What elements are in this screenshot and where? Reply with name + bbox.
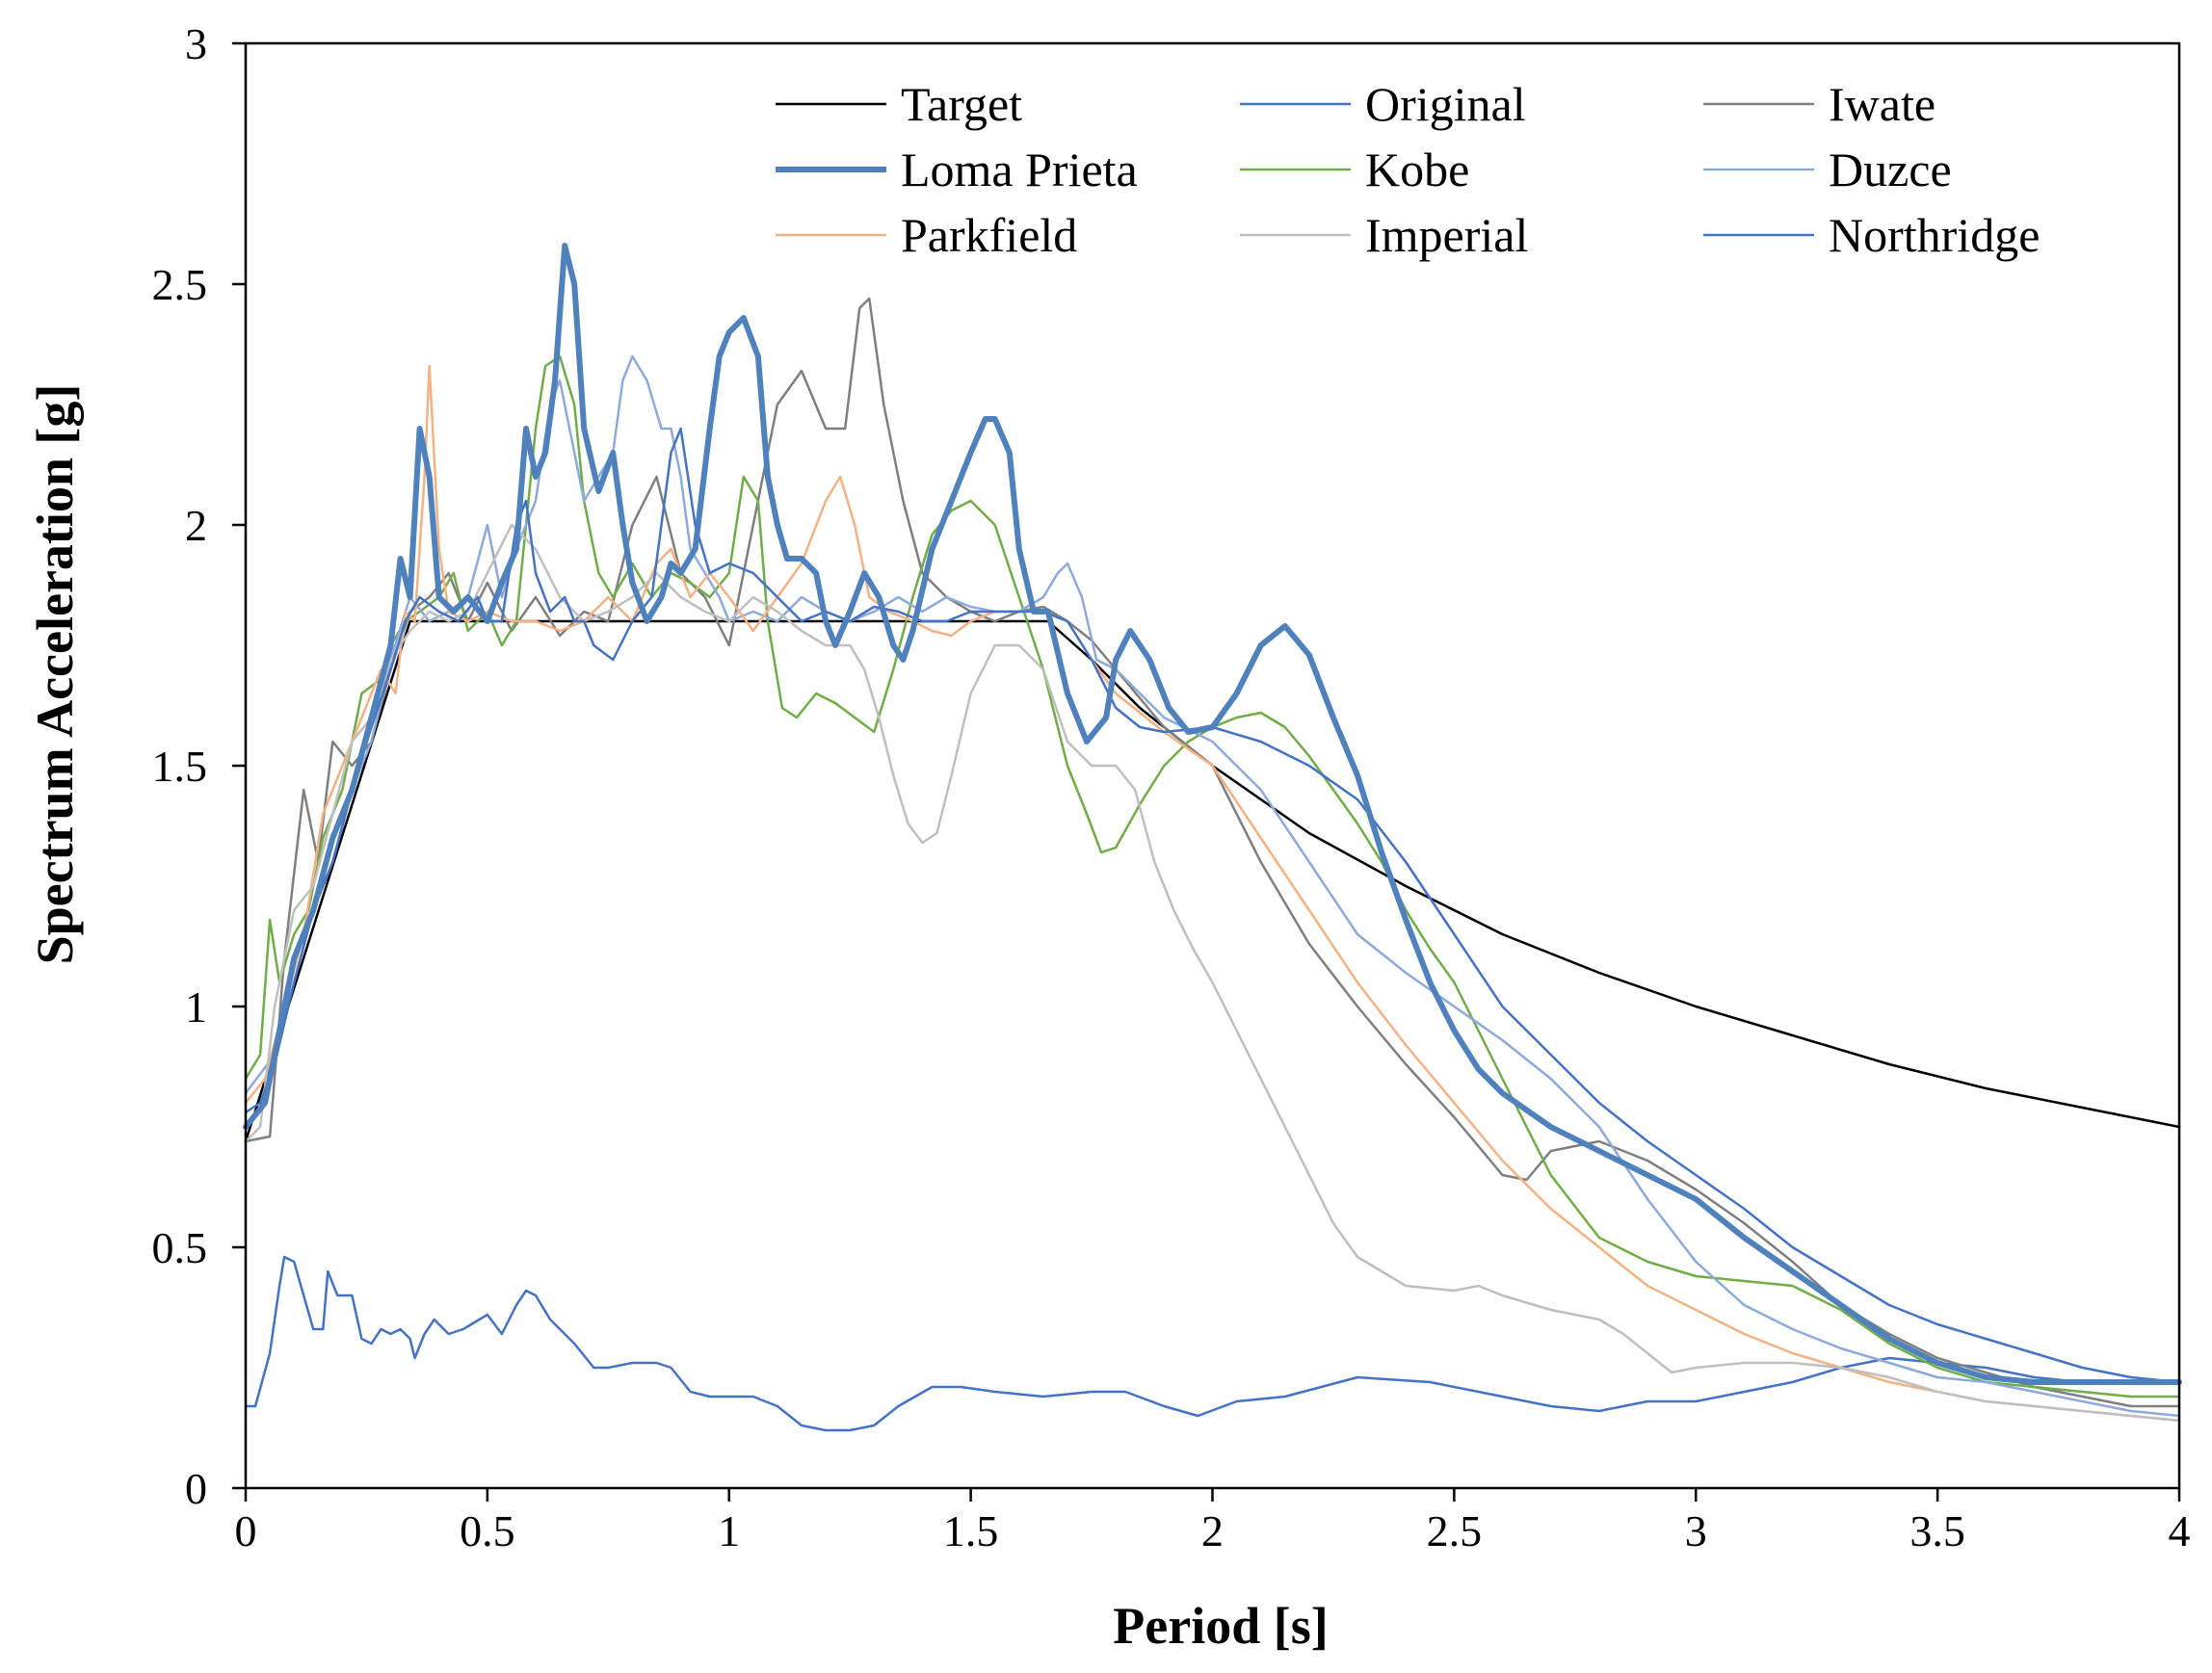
legend-label-northridge: Northridge [1829, 208, 2040, 262]
legend-label-target: Target [901, 77, 1022, 131]
legend: Target Original Iwate Loma Prieta Kobe Duzce P… [776, 77, 2040, 262]
ticks-layer: 0 0.5 1 1.5 2 2.5 3 3.5 4 0 0.5 1 1.5 2 2.5 3 [152, 19, 2191, 1555]
y-tick-label: 2 [185, 501, 207, 550]
legend-label-kobe: Kobe [1365, 143, 1469, 196]
series-layer [243, 243, 2182, 1432]
series-line-iwate [244, 297, 2181, 1408]
x-tick-label: 0.5 [460, 1506, 515, 1555]
series-line-loma-prieta [243, 243, 2182, 1385]
x-tick-label: 2.5 [1427, 1506, 1483, 1555]
x-tick-label: 4 [2169, 1506, 2191, 1555]
legend-label-duzce: Duzce [1829, 143, 1952, 196]
y-tick-label: 2.5 [152, 260, 208, 309]
x-tick-label: 1 [718, 1506, 740, 1555]
x-tick-label: 3.5 [1909, 1506, 1965, 1555]
legend-label-original: Original [1365, 77, 1526, 131]
x-tick-label: 2 [1201, 1506, 1224, 1555]
x-tick-label: 0 [235, 1506, 257, 1555]
y-tick-label: 1.5 [152, 742, 208, 791]
series-line-original [244, 1255, 2181, 1432]
x-tick-label: 1.5 [943, 1506, 999, 1555]
x-axis-title: Period [s] [1113, 1597, 1328, 1655]
legend-label-parkfield: Parkfield [901, 208, 1077, 262]
y-tick-label: 3 [185, 19, 207, 68]
series-line-target [244, 619, 2181, 1143]
y-tick-label: 0.5 [152, 1223, 208, 1272]
legend-label-iwate: Iwate [1829, 77, 1936, 131]
legend-label-loma-prieta: Loma Prieta [901, 143, 1138, 196]
y-axis-title: Spectrum Acceleration [g] [26, 384, 84, 965]
y-tick-label: 1 [185, 982, 207, 1032]
x-tick-label: 3 [1685, 1506, 1707, 1555]
series-line-kobe [244, 354, 2181, 1399]
legend-label-imperial: Imperial [1365, 208, 1528, 262]
y-tick-label: 0 [185, 1464, 207, 1513]
